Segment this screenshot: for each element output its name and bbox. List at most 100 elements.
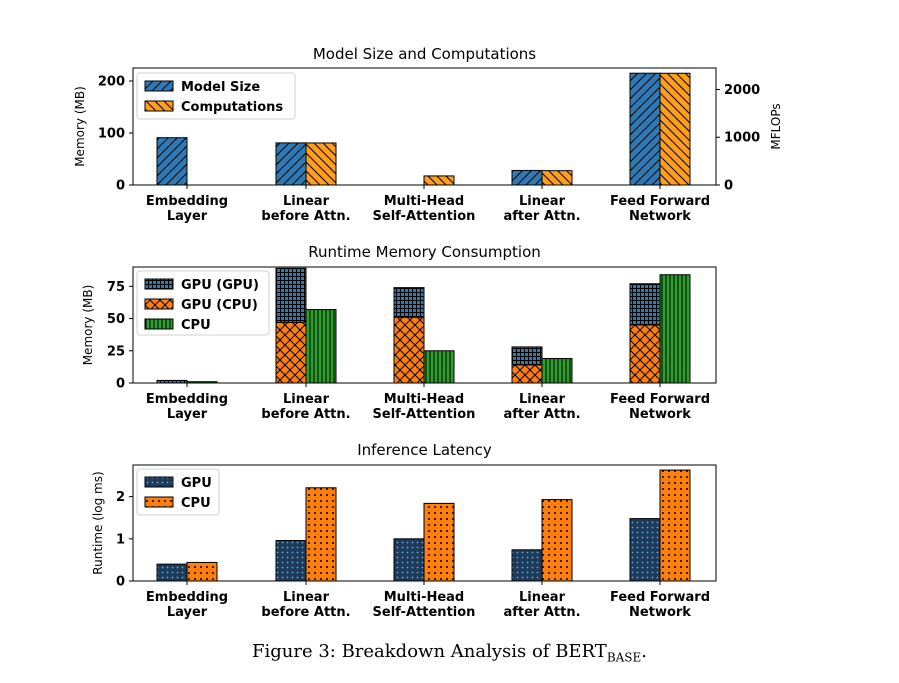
legend-label: GPU (GPU) [181,278,259,293]
legend: GPU (GPU) GPU (CPU) CPU [136,270,270,336]
x-tick-label: Feed Forward [610,590,710,605]
x-tick-label: before Attn. [261,605,350,620]
legend-label: GPU [181,476,212,491]
bar-model-size-feed-forward-network [629,72,661,186]
y-tick-label: 200 [98,75,125,90]
bar-gpu-cpu-linear-after-attn [511,364,543,384]
y2-tick-label: 0 [724,179,733,194]
y-axis-label: Runtime (log ms) [91,471,105,574]
bar-model-size-embedding-layer [156,137,188,186]
x-tick-label: Embedding [146,194,228,209]
y-tick-label: 25 [107,344,125,359]
bar-computations-linear-before-attn [305,142,337,186]
y-tick-label: 0 [116,179,125,194]
bar-gpu-cpu-linear-before-attn [275,321,307,384]
chart-panel-1: Model Size and Computations Memory (MB) 0 1… [73,45,783,224]
x-tick-label: Linear [519,392,566,407]
y-tick-label: 0 [116,575,125,590]
caption-suffix: . [641,641,648,662]
bar-hatch [275,321,307,384]
legend-item-cpu: CPU [144,318,211,333]
y-tick-label: 75 [107,280,125,295]
caption-prefix: Figure 3: Breakdown Analysis of BERT [251,641,607,662]
legend-label: Model Size [181,80,260,95]
bar-gpu-multi-head-self-attention [393,538,425,582]
bar-hatch [393,316,425,384]
legend-swatch-hatch [144,278,174,290]
bar-hatch [541,358,573,384]
legend-label: Computations [181,100,283,115]
bar-hatch [423,350,455,384]
x-tick-label: before Attn. [261,407,350,422]
caption-subscript: BASE [606,650,642,665]
y2-tick-label: 1000 [724,131,760,146]
bar-cpu-feed-forward-network [659,469,691,582]
bar-cpu-multi-head-self-attention [423,502,455,582]
x-tick-label: Linear [519,194,566,209]
bar-hatch [511,364,543,384]
legend-label: GPU (CPU) [181,298,258,313]
chart-panel-3: Inference Latency Runtime (log ms) 0 1 2 Embe… [91,441,717,620]
bar-cpu-embedding-layer [186,561,218,582]
legend-item-model-size: Model Size [144,80,260,95]
x-tick-label: Embedding [146,392,228,407]
chart-title: Runtime Memory Consumption [308,243,541,261]
x-tick-label: Layer [167,407,208,422]
legend: Model Size Computations [136,72,296,120]
x-tick-label: Multi-Head [384,392,465,407]
legend: GPU CPU [136,468,220,516]
bar-hatch [305,142,337,186]
bar-cpu-linear-before-attn [305,487,337,582]
legend-swatch-hatch [144,496,174,508]
bar-gpu-feed-forward-network [629,518,661,582]
legend-label: CPU [181,318,211,333]
y2-tick-label: 2000 [724,83,760,98]
bar-hatch [511,169,543,186]
x-tick-label: Embedding [146,590,228,605]
legend-swatch-hatch [144,476,174,488]
y-axis-label: Memory (MB) [81,285,95,366]
x-tick-label: after Attn. [503,209,580,224]
bar-hatch [659,274,691,384]
bar-hatch [629,72,661,186]
bar-hatch [629,518,661,582]
x-tick-label: Linear [519,590,566,605]
bar-cpu-multi-head-self-attention [423,350,455,384]
x-tick-label: Network [629,605,691,620]
bar-computations-feed-forward-network [659,72,691,186]
bar-hatch [511,549,543,582]
x-tick-label: Linear [283,392,330,407]
bar-hatch [541,170,573,186]
x-tick-label: before Attn. [261,209,350,224]
legend-swatch-hatch [144,100,174,112]
x-tick-label: Multi-Head [384,590,465,605]
x-tick-label: Feed Forward [610,392,710,407]
legend-box [136,72,296,120]
bar-computations-linear-after-attn [541,170,573,186]
x-tick-label: Network [629,209,691,224]
bar-hatch [275,540,307,582]
bar-hatch [156,563,188,582]
bar-gpu-linear-after-attn [511,549,543,582]
legend-swatch-hatch [144,298,174,310]
bar-gpu-linear-before-attn [275,540,307,582]
bar-hatch [305,487,337,582]
legend-swatch-hatch [144,80,174,92]
bar-gpu-cpu-feed-forward-network [629,324,661,384]
bar-computations-multi-head-self-attention [423,175,455,186]
x-tick-label: after Attn. [503,407,580,422]
bar-cpu-linear-before-attn [305,309,337,384]
bar-hatch [305,309,337,384]
bar-cpu-linear-after-attn [541,358,573,384]
bar-hatch [659,72,691,186]
y-tick-label: 50 [107,312,125,327]
y-tick-label: 1 [116,532,125,547]
bar-hatch [423,502,455,582]
bar-hatch [186,561,218,582]
legend-item-computations: Computations [144,100,283,115]
bar-gpu-cpu-multi-head-self-attention [393,316,425,384]
x-tick-label: Multi-Head [384,194,465,209]
legend-item-cpu: CPU [144,496,211,511]
chart-panel-2: Runtime Memory Consumption Memory (MB) 0 25… [81,243,717,422]
